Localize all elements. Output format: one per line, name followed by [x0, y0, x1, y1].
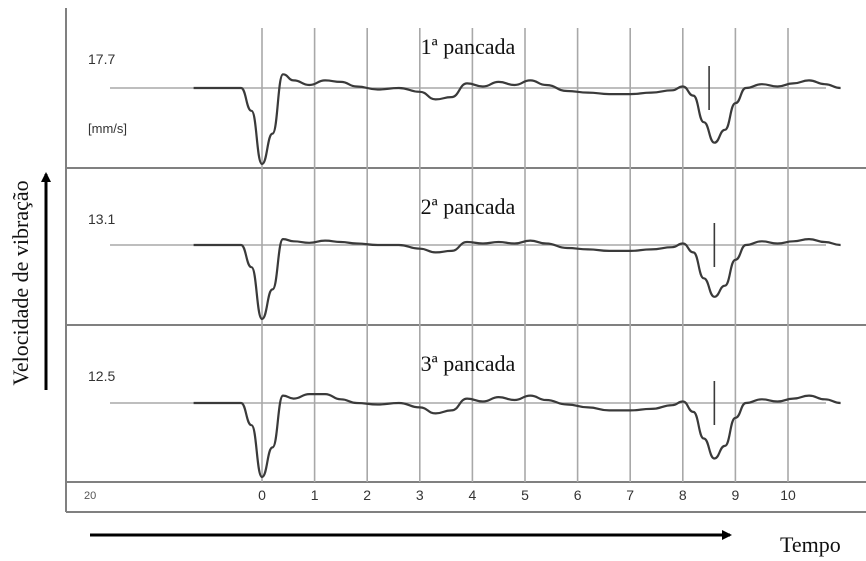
x-axis-label: Tempo [780, 532, 841, 557]
panel-title: 1ª pancada [421, 34, 516, 59]
x-tick-label: 7 [626, 487, 634, 503]
x-tick-label: 8 [679, 487, 687, 503]
x-tick-label: 10 [780, 487, 796, 503]
panel-scale-label: 17.7 [88, 51, 115, 67]
unit-label: [mm/s] [88, 121, 127, 136]
panel-title: 3ª pancada [421, 351, 516, 376]
chart-labels: 0 1 2 3 4 5 6 7 8 9 10 20 17.7 1ª pancada 13.1 2ª panca… [84, 34, 796, 503]
panel-scale-label: 13.1 [88, 211, 115, 227]
x-tick-label: 5 [521, 487, 529, 503]
x-tick-label: 9 [732, 487, 740, 503]
panel-scale-label: 12.5 [88, 368, 115, 384]
signal-trace [193, 237, 841, 321]
signal-traces [193, 66, 841, 479]
y-axis-label: Velocidade de vibração [8, 180, 33, 385]
corner-label: 20 [84, 490, 96, 502]
x-tick-label: 4 [469, 487, 477, 503]
x-tick-label: 3 [416, 487, 424, 503]
x-tick-label: 6 [574, 487, 582, 503]
chart-frame [65, 8, 866, 513]
x-tick-label: 2 [363, 487, 371, 503]
signal-trace [193, 73, 841, 166]
x-tick-label: 0 [258, 487, 266, 503]
x-tick-label: 1 [311, 487, 319, 503]
grid-lines [110, 28, 826, 482]
signal-trace [193, 393, 841, 479]
panel-title: 2ª pancada [421, 194, 516, 219]
